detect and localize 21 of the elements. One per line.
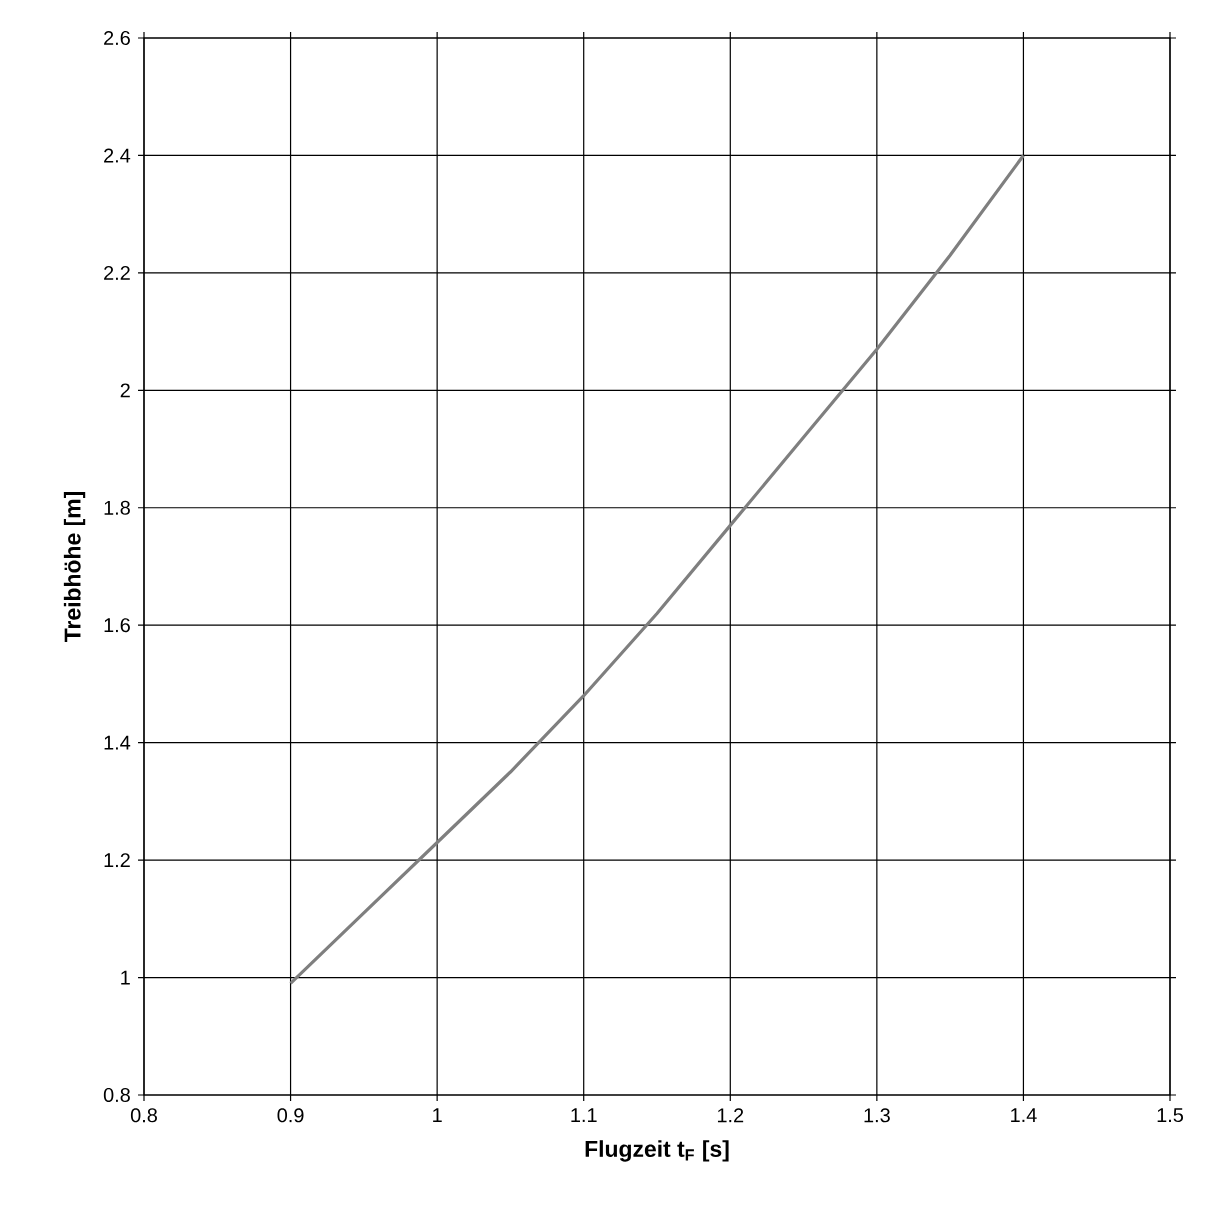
x-tick-label: 0.8: [130, 1108, 157, 1123]
x-tick-label: 1.5: [1157, 1108, 1184, 1123]
y-tick-label: 2: [120, 383, 130, 398]
x-tick-label: 1.4: [1011, 1108, 1037, 1122]
x-tick-label: 1: [433, 1108, 442, 1122]
x-axis-title: Flugzeit t$_{F}$ [s]: [585, 1140, 729, 1162]
y-tick-label: 2.4: [104, 148, 131, 163]
y-tick-label: 1: [121, 970, 130, 985]
line-series: [288, 153, 1026, 986]
y-tick-label: 2.6: [104, 30, 130, 46]
x-tick-label: 1.2: [717, 1108, 744, 1123]
x-tick-label: 0.9: [277, 1108, 304, 1123]
y-tick-label: 1.8: [104, 500, 130, 515]
y-axis-title: Treibhöhe [m]: [63, 492, 86, 642]
y-tick-label: 2.2: [104, 265, 130, 280]
y-tick-label: 0.8: [103, 1087, 130, 1103]
y-tick-label: 1.6: [104, 618, 130, 633]
y-tick-label: 1.2: [104, 853, 130, 868]
y-tick-label: 1.4: [104, 735, 131, 750]
x-tick-label: 1.3: [864, 1108, 890, 1123]
x-tick-label: 1.1: [571, 1108, 597, 1122]
